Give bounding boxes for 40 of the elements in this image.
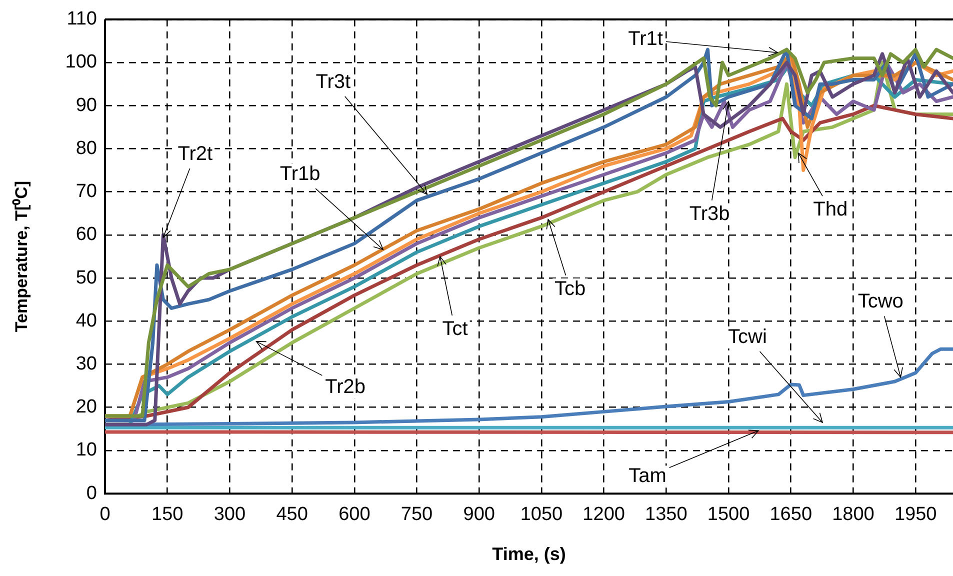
y-tick-label: 90 [76, 94, 97, 116]
x-tick-label: 1500 [707, 504, 750, 526]
annotation: Tr3t [316, 70, 351, 93]
annotation: Tcwi [728, 326, 767, 348]
annotation: Tcwo [858, 290, 904, 313]
x-tick-label: 900 [463, 504, 495, 526]
annotation: Tr1t [628, 28, 664, 50]
y-tick-label: 40 [76, 310, 97, 332]
y-tick-label: 70 [76, 181, 97, 202]
x-tick-label: 750 [400, 504, 433, 526]
x-tick-label: 150 [152, 504, 184, 526]
y-tick-label: 10 [76, 440, 97, 461]
x-axis-title: Time, (s) [492, 544, 566, 564]
annotation: Thd [813, 198, 848, 221]
x-tick-label: 1200 [582, 504, 625, 526]
y-tick-label: 20 [76, 396, 97, 418]
x-tick-label: 600 [338, 504, 370, 526]
annotation: Tct [442, 318, 468, 340]
y-axis-title: Temperature, T[⁰C] [12, 180, 31, 332]
annotation: Tr3b [689, 202, 730, 225]
y-tick-label: 50 [76, 267, 97, 288]
x-tick-label: 1800 [832, 504, 874, 526]
annotation: Tr2t [178, 143, 214, 166]
y-tick-label: 60 [76, 224, 97, 246]
x-tick-label: 450 [276, 504, 308, 526]
y-tick-label: 100 [65, 52, 97, 73]
annotation: Tr1b [280, 163, 320, 186]
annotation: Tcb [554, 278, 586, 300]
x-tick-label: 1650 [770, 504, 812, 526]
x-tick-label: 300 [214, 504, 246, 526]
x-tick-label: 1950 [894, 504, 937, 526]
x-tick-label: 1350 [645, 504, 688, 526]
annotation: Tr2b [325, 376, 366, 398]
y-tick-label: 80 [76, 138, 97, 159]
y-tick-label: 30 [76, 354, 97, 375]
y-tick-label: 0 [86, 482, 97, 504]
annotation: Tam [628, 465, 666, 488]
x-tick-label: 0 [100, 504, 110, 526]
x-tick-label: 1050 [520, 504, 563, 526]
y-tick-label: 110 [66, 8, 97, 30]
